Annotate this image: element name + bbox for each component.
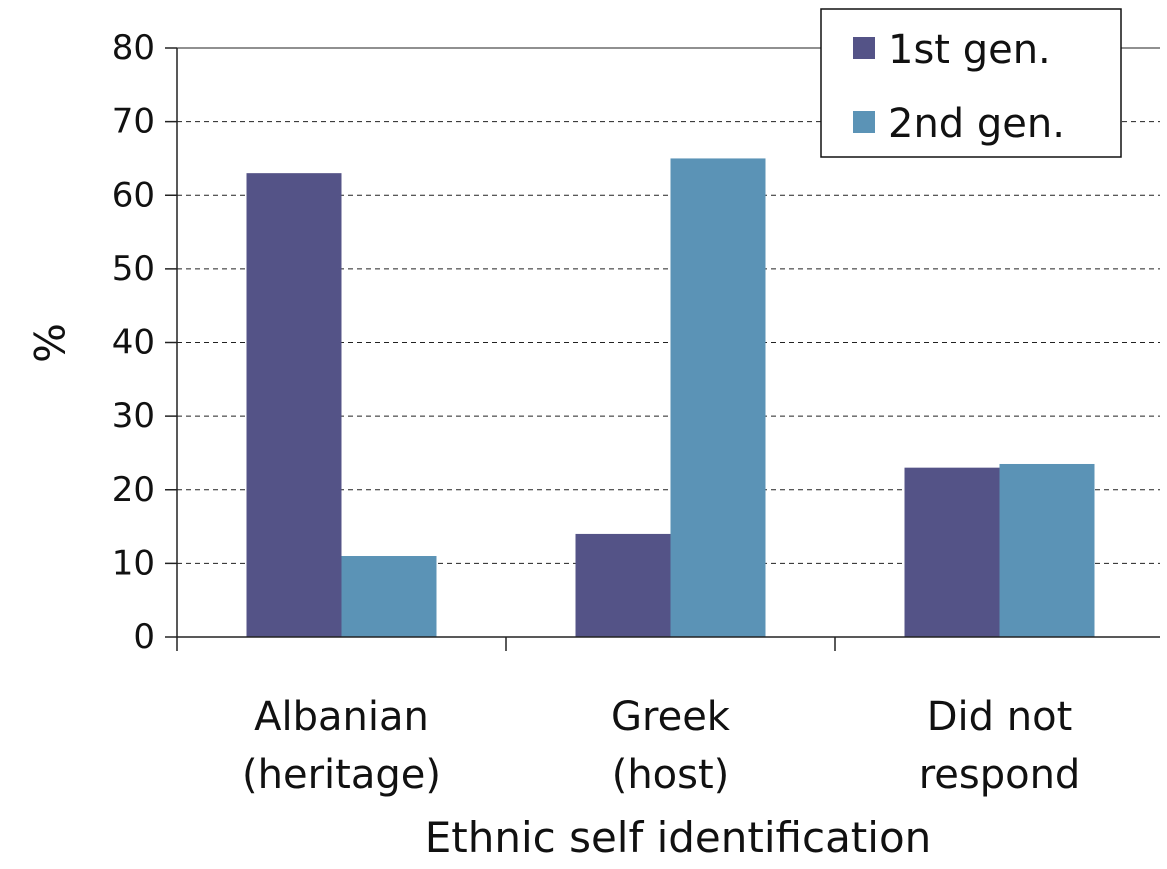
legend-label-1st-gen: 1st gen.	[888, 27, 1051, 73]
bar-1st-gen	[575, 533, 671, 637]
legend-swatch-2nd-gen	[853, 111, 875, 133]
bar-2nd-gen	[341, 556, 437, 637]
x-category-label: Albanian	[254, 694, 429, 740]
legend-label-2nd-gen: 2nd gen.	[888, 101, 1065, 147]
x-category-label: Did not	[927, 694, 1073, 740]
bar-1st-gen	[246, 173, 342, 637]
x-category-label: respond	[919, 752, 1081, 798]
legend-swatch-1st-gen	[853, 37, 875, 59]
y-tick-label: 10	[112, 543, 155, 583]
y-tick-label: 70	[112, 102, 155, 142]
y-tick-label: 20	[112, 470, 155, 510]
x-axis-title: Ethnic self identification	[425, 813, 932, 862]
legend: 1st gen. 2nd gen.	[820, 8, 1122, 158]
y-tick-label: 80	[112, 28, 155, 68]
x-category-label: (host)	[612, 752, 730, 798]
bars	[246, 158, 1095, 637]
x-category-label: (heritage)	[242, 752, 441, 798]
bar-1st-gen	[904, 467, 1000, 637]
x-category-labels: Albanian (heritage) Greek (host) Did not resp…	[242, 694, 1080, 798]
y-tick-label: 30	[112, 396, 155, 436]
y-tick-label: 0	[133, 617, 155, 657]
y-tick-labels: 0 10 20 30 40 50 60 70 80	[112, 28, 155, 657]
y-axis-title: %	[26, 323, 75, 363]
y-tick-label: 50	[112, 249, 155, 289]
y-tick-label: 40	[112, 323, 155, 363]
bar-2nd-gen	[999, 463, 1095, 637]
axes	[165, 47, 1160, 651]
y-tick-label: 60	[112, 175, 155, 215]
bar-2nd-gen	[670, 158, 766, 637]
x-category-label: Greek	[611, 694, 731, 740]
